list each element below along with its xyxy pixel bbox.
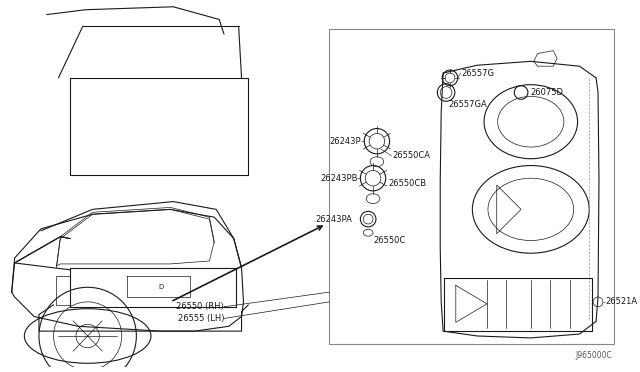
- Text: 26243P: 26243P: [330, 137, 362, 146]
- Bar: [329, 29, 614, 344]
- Text: J965000C: J965000C: [575, 351, 612, 360]
- Text: 26550CA: 26550CA: [392, 151, 431, 160]
- Bar: [56, 276, 70, 305]
- Text: D: D: [158, 284, 163, 290]
- Text: 26521A: 26521A: [606, 297, 638, 307]
- Text: 26550 (RH): 26550 (RH): [176, 302, 224, 311]
- Text: 26550CB: 26550CB: [388, 179, 427, 187]
- Text: 26243PA: 26243PA: [316, 215, 353, 224]
- Text: 26557GA: 26557GA: [448, 100, 487, 109]
- Text: 26555 (LH): 26555 (LH): [177, 314, 224, 323]
- Text: 26557G: 26557G: [461, 68, 495, 77]
- Text: 26075D: 26075D: [531, 88, 564, 97]
- Text: 26550C: 26550C: [373, 236, 405, 245]
- Text: 26243PB: 26243PB: [320, 174, 358, 183]
